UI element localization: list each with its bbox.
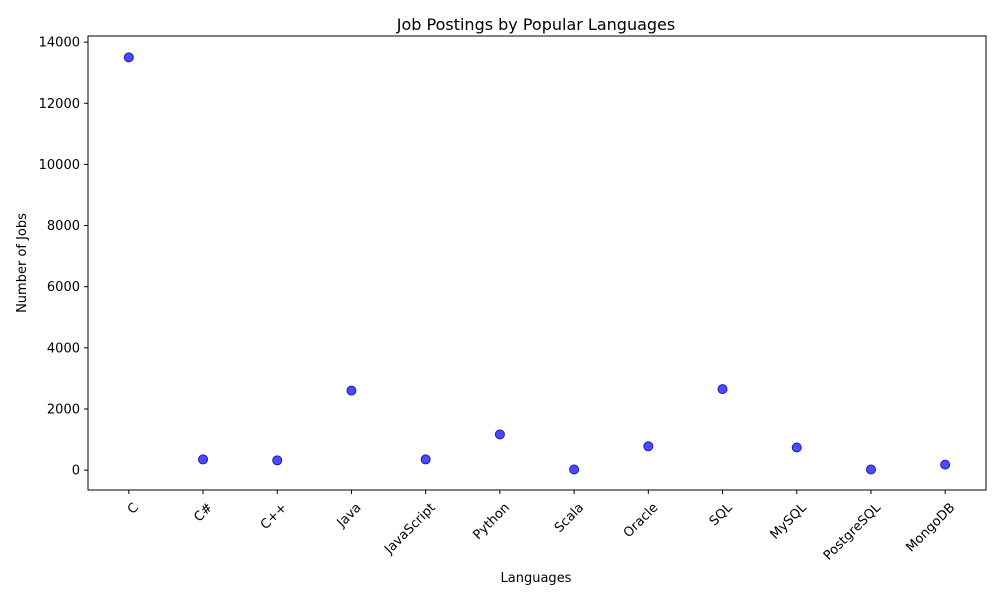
data-point	[198, 454, 209, 465]
x-tick-label: Python	[470, 500, 512, 542]
data-point	[494, 429, 505, 440]
data-point	[865, 464, 876, 475]
y-tick-label: 14000	[39, 36, 80, 51]
data-point	[643, 441, 654, 452]
x-tick-label: Scala	[552, 500, 587, 535]
y-tick-label: 4000	[47, 341, 80, 356]
x-axis: C C# C++ Java JavaScript Python Scala Oracle SQL…	[125, 490, 958, 564]
x-tick-label: JavaScript	[381, 500, 438, 557]
data-point	[123, 52, 134, 63]
y-tick-label: 10000	[39, 158, 80, 173]
data-point	[346, 385, 357, 396]
x-tick-label: MySQL	[768, 500, 811, 543]
y-tick-label: 8000	[47, 219, 80, 234]
chart-title: Job Postings by Popular Languages	[396, 15, 675, 34]
x-tick-label: MongoDB	[903, 500, 958, 555]
x-tick-label: Java	[334, 500, 365, 531]
y-tick-label: 0	[72, 464, 80, 479]
x-tick-label: SQL	[707, 500, 736, 529]
x-axis-title: Languages	[501, 571, 572, 586]
data-point	[569, 464, 580, 475]
x-tick-label: C	[125, 500, 142, 517]
x-tick-label: C#	[191, 500, 216, 525]
data-point	[791, 442, 802, 453]
data-point	[717, 384, 728, 395]
y-tick-label: 12000	[39, 97, 80, 112]
data-point	[420, 454, 431, 465]
data-points	[123, 52, 951, 475]
y-tick-label: 2000	[47, 402, 80, 417]
y-axis: 0 2000 4000 6000 8000 10000 12000 14000	[39, 36, 88, 479]
data-point	[272, 455, 283, 466]
x-tick-label: Oracle	[621, 500, 662, 541]
data-point	[940, 459, 951, 470]
y-tick-label: 6000	[47, 280, 80, 295]
y-axis-title: Number of Jobs	[15, 213, 30, 313]
x-tick-label: C++	[258, 500, 290, 532]
x-tick-label: PostgreSQL	[821, 500, 885, 564]
plot-frame	[87, 35, 987, 491]
